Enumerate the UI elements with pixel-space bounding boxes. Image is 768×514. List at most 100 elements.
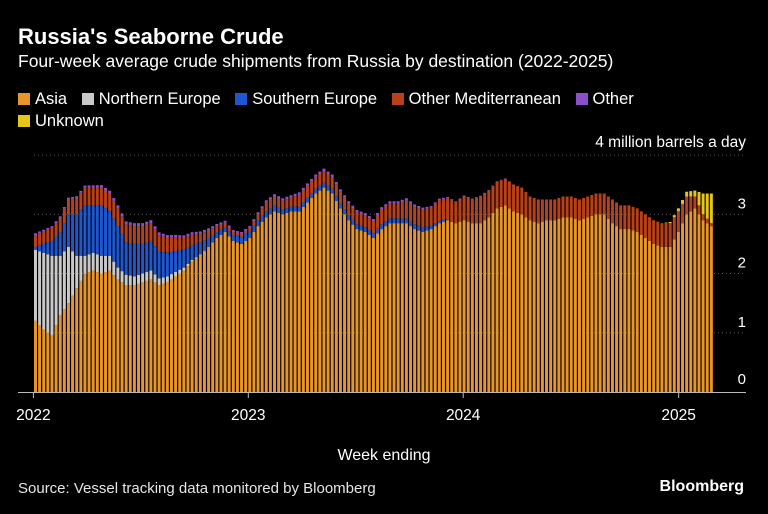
bar-segment-asia <box>664 246 668 392</box>
bar-segment-asia <box>549 220 553 392</box>
bar-segment-other <box>470 198 474 200</box>
bar-segment-southern-europe <box>227 231 231 237</box>
bar-segment-southern-europe <box>314 188 318 194</box>
legend-swatch-asia <box>18 93 30 105</box>
bar-segment-asia <box>190 261 194 392</box>
bar-segment-northern-europe <box>194 257 198 259</box>
bar-segment-other-mediterranean <box>322 171 326 183</box>
bar-segment-northern-europe <box>157 278 161 286</box>
y-tick-label: 3 <box>738 195 746 212</box>
bar-segment-other-mediterranean <box>289 197 293 207</box>
bar-segment-asia <box>108 270 112 392</box>
bar-segment-other <box>66 197 70 200</box>
bar-segment-southern-europe <box>421 227 425 233</box>
bar-segment-other-mediterranean <box>578 199 581 221</box>
bar-segment-other-mediterranean <box>619 205 623 230</box>
bar-segment-other-mediterranean <box>227 227 231 232</box>
bar-segment-other-mediterranean <box>491 186 495 213</box>
bar-segment-asia <box>413 229 417 392</box>
bar-segment-asia <box>104 272 108 392</box>
bar-segment-northern-europe <box>46 254 50 333</box>
legend-label-southern-europe: Southern Europe <box>252 90 378 108</box>
bar-segment-other <box>450 199 454 201</box>
bar-segment-asia <box>573 218 577 392</box>
bar-segment-other <box>161 233 165 237</box>
bar-segment-other-mediterranean <box>46 229 50 243</box>
bar-segment-other <box>322 168 326 171</box>
bar-segment-asia <box>483 220 487 392</box>
bar-segment-other-mediterranean <box>359 213 363 226</box>
bar-segment-asia <box>376 233 380 392</box>
bar-segment-other-mediterranean <box>182 237 186 250</box>
bar-segment-other-mediterranean <box>668 223 672 247</box>
bar-segment-other-mediterranean <box>161 236 165 253</box>
bar-segment-asia <box>404 223 408 392</box>
bar-segment-other-mediterranean <box>404 200 408 219</box>
bar-segment-northern-europe <box>99 255 103 274</box>
x-tick-label: 2023 <box>231 407 265 424</box>
bar-segment-other <box>334 181 338 185</box>
bar-segment-other-mediterranean <box>598 193 602 215</box>
bar-segment-asia <box>347 220 351 392</box>
bar-segment-other <box>437 198 441 201</box>
bar-segment-asia <box>367 234 371 392</box>
bar-segment-asia <box>623 229 627 392</box>
bar-segment-southern-europe <box>404 218 408 224</box>
bar-segment-asia <box>322 187 326 392</box>
bar-segment-other-mediterranean <box>95 187 99 206</box>
bar-segment-other-mediterranean <box>207 230 211 238</box>
bar-segment-asia <box>42 329 46 392</box>
x-tick-label: 2022 <box>16 407 50 424</box>
bar-segment-asia <box>524 217 528 392</box>
bar-segment-southern-europe <box>83 205 87 256</box>
bar-segment-southern-europe <box>223 227 227 233</box>
bar-segment-other-mediterranean <box>281 200 285 210</box>
bar-segment-other <box>116 205 120 209</box>
bar-segment-asia <box>693 208 697 392</box>
bar-segment-other-mediterranean <box>277 198 281 208</box>
bar-segment-other <box>219 222 223 225</box>
bar-segment-asia <box>128 285 132 392</box>
bar-segment-other <box>132 223 136 227</box>
bar-segment-southern-europe <box>219 229 223 235</box>
bar-segment-other <box>433 202 437 204</box>
bar-segment-other <box>466 197 470 198</box>
bar-segment-other-mediterranean <box>170 237 173 252</box>
bar-segment-asia <box>615 226 619 392</box>
bar-segment-asia <box>491 212 495 392</box>
bar-segment-other-mediterranean <box>223 222 227 228</box>
bar-segment-asia <box>466 221 470 392</box>
bar-segment-southern-europe <box>388 218 392 224</box>
bar-segment-southern-europe <box>141 243 145 274</box>
bar-segment-other <box>91 185 95 188</box>
bar-segment-asia <box>359 230 363 392</box>
bars <box>34 168 713 393</box>
bar-segment-asia <box>264 217 268 392</box>
bar-segment-other-mediterranean <box>689 196 693 212</box>
bar-segment-other-mediterranean <box>557 197 561 219</box>
bar-segment-other <box>355 210 359 213</box>
bar-segment-southern-europe <box>58 232 62 256</box>
bar-segment-other-mediterranean <box>627 205 631 230</box>
bar-segment-other <box>458 198 462 200</box>
bar-segment-other-mediterranean <box>351 208 355 220</box>
bar-segment-other <box>409 201 412 204</box>
x-axis-label: Week ending <box>337 447 430 464</box>
bar-segment-other-mediterranean <box>512 184 516 212</box>
bar-segment-asia <box>594 214 598 392</box>
bar-segment-other <box>363 213 367 216</box>
bar-segment-other <box>285 196 289 200</box>
bar-segment-other-mediterranean <box>590 194 594 216</box>
bar-segment-asia <box>388 223 392 392</box>
bar-segment-other <box>289 195 293 198</box>
bar-segment-other-mediterranean <box>297 194 301 207</box>
bar-segment-asia <box>355 229 359 392</box>
bar-segment-other-mediterranean <box>367 218 371 231</box>
bar-segment-asia <box>462 220 466 392</box>
bar-segment-asia <box>499 206 503 392</box>
bar-segment-southern-europe <box>62 223 66 252</box>
bar-segment-other-mediterranean <box>507 181 511 209</box>
bar-segment-other <box>487 189 491 191</box>
bar-segment-other-mediterranean <box>466 197 470 222</box>
